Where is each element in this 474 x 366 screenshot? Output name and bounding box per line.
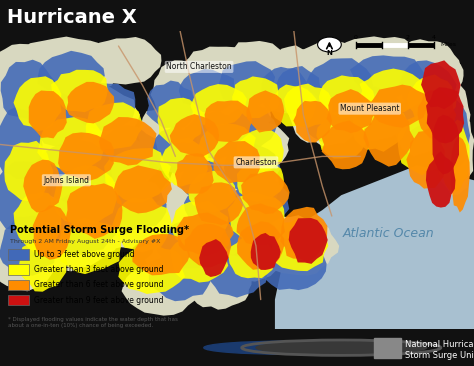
FancyBboxPatch shape xyxy=(8,295,28,306)
Text: 0: 0 xyxy=(354,35,357,40)
Text: National Hurricane Center
Storm Surge Unit: National Hurricane Center Storm Surge Un… xyxy=(405,340,474,361)
Text: N: N xyxy=(327,50,332,56)
Text: Potential Storm Surge Flooding*: Potential Storm Surge Flooding* xyxy=(10,225,189,235)
Text: Greater than 9 feet above ground: Greater than 9 feet above ground xyxy=(34,295,164,305)
Text: Atlantic Ocean: Atlantic Ocean xyxy=(343,227,435,240)
Text: Hurricane X: Hurricane X xyxy=(7,8,137,27)
Circle shape xyxy=(318,37,341,52)
Circle shape xyxy=(204,341,374,354)
Bar xyxy=(374,338,401,358)
Text: Mount Pleasant: Mount Pleasant xyxy=(340,104,400,113)
Text: 4: 4 xyxy=(432,35,436,40)
Text: 2: 2 xyxy=(406,35,410,40)
Text: Charleston: Charleston xyxy=(235,158,277,167)
Circle shape xyxy=(256,341,427,354)
Text: Through 2 AM Friday August 24th - Advisory #X: Through 2 AM Friday August 24th - Adviso… xyxy=(10,239,160,244)
Text: Johns Island: Johns Island xyxy=(43,176,90,185)
Text: * Displayed flooding values indicate the water depth that has
about a one-in-ten: * Displayed flooding values indicate the… xyxy=(8,317,178,328)
Text: Greater than 3 feet above ground: Greater than 3 feet above ground xyxy=(34,265,164,274)
Text: Greater than 6 feet above ground: Greater than 6 feet above ground xyxy=(34,280,164,290)
Polygon shape xyxy=(275,165,474,329)
Text: Miles: Miles xyxy=(441,42,457,47)
Text: North Charleston: North Charleston xyxy=(166,63,232,71)
FancyBboxPatch shape xyxy=(8,280,28,290)
FancyBboxPatch shape xyxy=(8,264,28,275)
FancyBboxPatch shape xyxy=(8,249,28,260)
Text: Up to 3 feet above ground: Up to 3 feet above ground xyxy=(34,250,135,259)
